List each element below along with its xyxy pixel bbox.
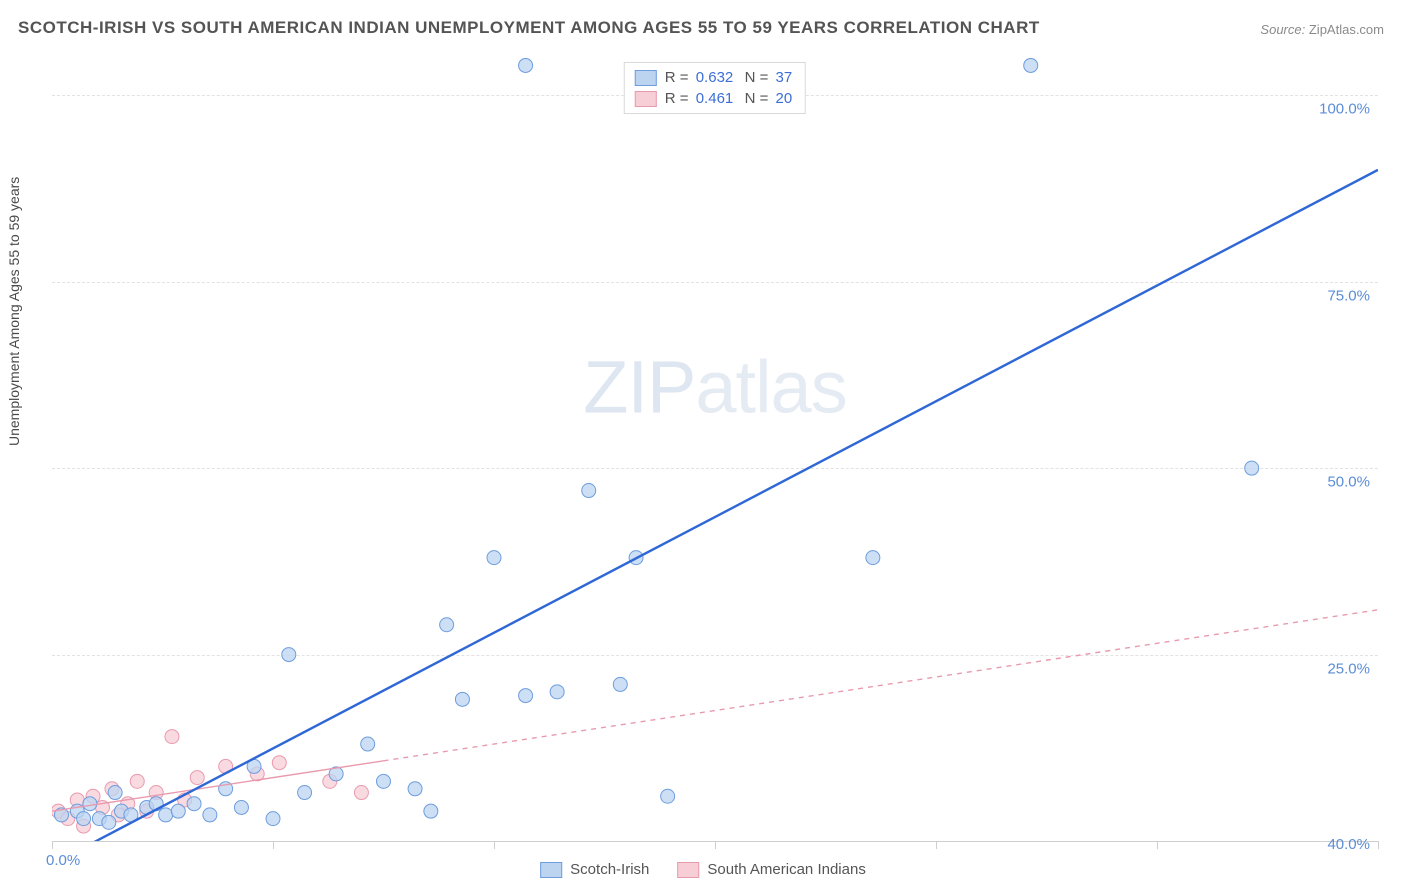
x-tick [1157,841,1158,849]
x-tick [273,841,274,849]
legend-swatch [635,70,657,86]
y-axis-label: Unemployment Among Ages 55 to 59 years [6,177,22,446]
data-point [354,786,368,800]
data-point [1024,58,1038,72]
correlation-legend-row: R = 0.461 N = 20 [635,88,795,109]
legend-label: Scotch-Irish [570,861,649,878]
data-point [83,797,97,811]
legend-swatch [635,91,657,107]
legend-item: Scotch-Irish [540,861,649,878]
data-point [171,804,185,818]
data-point [613,677,627,691]
x-tick [52,841,53,849]
data-point [361,737,375,751]
data-point [582,484,596,498]
data-point [1245,461,1259,475]
data-point [550,685,564,699]
plot-area: ZIPatlas R = 0.632 N = 37R = 0.461 N = 2… [52,58,1378,842]
data-point [234,800,248,814]
legend-label: South American Indians [707,861,865,878]
data-point [102,815,116,829]
data-point [77,812,91,826]
x-axis-origin-label: 0.0% [46,852,80,869]
legend-swatch [540,862,562,878]
x-tick [1378,841,1379,849]
chart-svg [52,58,1378,841]
legend-swatch [677,862,699,878]
data-point [266,812,280,826]
data-point [424,804,438,818]
data-point [165,730,179,744]
legend-item: South American Indians [677,861,865,878]
data-point [187,797,201,811]
source-attribution: Source: ZipAtlas.com [1260,22,1384,37]
data-point [487,551,501,565]
data-point [298,786,312,800]
data-point [519,689,533,703]
trend-line-extrapolation [384,610,1379,761]
legend-stats: R = 0.632 N = 37 [665,69,795,86]
data-point [272,756,286,770]
correlation-legend-row: R = 0.632 N = 37 [635,67,795,88]
x-tick [936,841,937,849]
series-legend: Scotch-Irish South American Indians [540,861,866,878]
data-point [519,58,533,72]
source-label: Source: [1260,22,1305,37]
data-point [377,774,391,788]
data-point [282,648,296,662]
correlation-legend: R = 0.632 N = 37 R = 0.461 N = 20 [624,62,806,114]
x-tick [494,841,495,849]
source-value: ZipAtlas.com [1309,22,1384,37]
x-tick [715,841,716,849]
data-point [108,786,122,800]
legend-stats: R = 0.461 N = 20 [665,90,795,107]
data-point [866,551,880,565]
data-point [408,782,422,796]
data-point [190,771,204,785]
data-point [159,808,173,822]
data-point [130,774,144,788]
data-point [455,692,469,706]
chart-title: SCOTCH-IRISH VS SOUTH AMERICAN INDIAN UN… [18,18,1040,38]
data-point [203,808,217,822]
trend-line [68,170,1378,841]
data-point [440,618,454,632]
data-point [661,789,675,803]
